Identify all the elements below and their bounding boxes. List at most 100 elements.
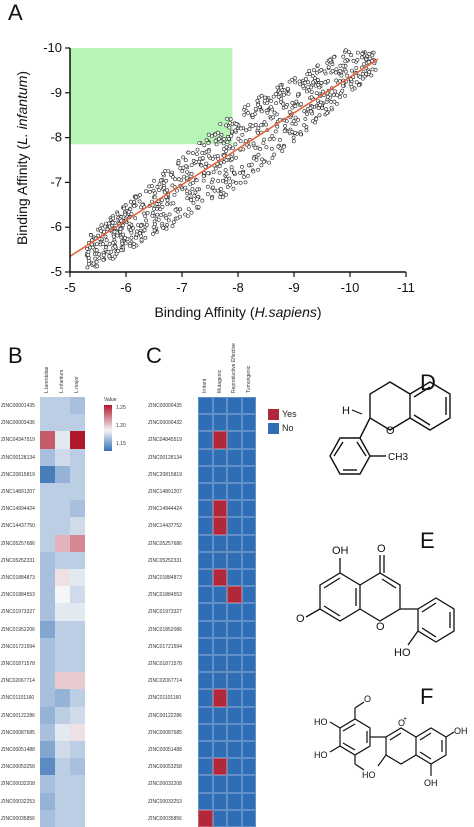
scatter-point [170, 224, 175, 228]
heatmap-c-legend-label: Yes [282, 409, 297, 419]
heatmap-b-cell [70, 655, 85, 673]
scatter-point [150, 213, 155, 218]
scatter-point [105, 227, 110, 232]
scatter-point [221, 141, 226, 146]
heatmap-b-cell [55, 620, 70, 638]
struct-e-o-ring: O [376, 621, 385, 633]
scatter-point [355, 50, 360, 55]
scatter-point [230, 129, 235, 134]
scatter-point [217, 136, 221, 141]
scatter-point [293, 104, 298, 108]
scatter-point [101, 258, 106, 262]
scatter-point [264, 145, 269, 150]
scatter-point [126, 210, 131, 214]
heatmap-c-cell [198, 809, 213, 827]
scatter-point [350, 87, 355, 92]
heatmap-c-cell [198, 741, 213, 759]
heatmap-c-cell [241, 500, 256, 518]
heatmap-c-legend-swatch [268, 409, 279, 420]
scatter-point [224, 177, 229, 182]
heatmap-b-cell [70, 534, 85, 552]
scatter-point [337, 95, 342, 99]
scatter-point [233, 128, 238, 133]
scatter-point [152, 206, 157, 211]
heatmap-b-cell [70, 431, 85, 449]
scatter-point [184, 164, 188, 169]
scatter-point [97, 256, 102, 261]
heatmap-b-cell [70, 414, 85, 432]
scatter-point [334, 78, 339, 83]
scatter-point [144, 218, 149, 223]
scatter-point [370, 53, 375, 58]
scatter-point [194, 152, 199, 157]
scatter-point [112, 254, 117, 259]
scatter-point [329, 100, 334, 104]
heatmap-c-cell [212, 620, 227, 638]
scatter-point [152, 195, 157, 200]
scatter-point [224, 192, 228, 197]
x-tick-label: -11 [397, 280, 415, 295]
struct-f-charge: + [403, 716, 407, 723]
heatmap-c-row-label: ZINC00051488 [148, 747, 182, 753]
heatmap-c-cell [227, 706, 242, 724]
scatter-point [314, 91, 319, 96]
scatter-point [101, 253, 106, 258]
heatmap-c-cell [198, 569, 213, 587]
scatter-point [256, 167, 261, 172]
scatter-point [269, 146, 274, 151]
heatmap-b-cell [70, 551, 85, 569]
heatmap-b-row-label: ZINC14891207 [1, 489, 35, 495]
scatter-point [256, 95, 261, 100]
heatmap-c-cell [212, 809, 227, 827]
heatmap-c-cell [198, 431, 213, 449]
heatmap-c-cell [227, 500, 242, 518]
scatter-point [221, 137, 226, 141]
heatmap-b-cell [55, 723, 70, 741]
scatter-point [134, 195, 138, 200]
heatmap-c-cell [227, 534, 242, 552]
scatter-point [345, 73, 350, 78]
heatmap-c-cell [227, 741, 242, 759]
heatmap-c-cell [198, 551, 213, 569]
heatmap-c-cell [227, 603, 242, 621]
scatter-point [197, 141, 202, 146]
heatmap-b-cell [55, 534, 70, 552]
heatmap-c-row-label: ZINC00122286 [148, 712, 182, 719]
scatter-point [173, 207, 178, 212]
scatter-point [343, 94, 348, 98]
scatter-point [241, 170, 246, 175]
scatter-point [283, 124, 288, 128]
heatmap-c-cell [198, 637, 213, 655]
scatter-point [85, 265, 90, 270]
scatter-point [299, 102, 304, 107]
scatter-point [315, 98, 320, 103]
scatter-point [326, 65, 331, 70]
heatmap-c-row-label: ZINC05257686 [148, 540, 182, 547]
scatter-point [115, 233, 120, 238]
heatmap-b-cell [55, 586, 70, 604]
heatmap-b-cell [40, 431, 55, 449]
scatter-point [104, 238, 109, 243]
heatmap-c-cell [212, 586, 227, 604]
scatter-point [355, 58, 360, 62]
struct-d-o: O [386, 425, 395, 437]
scatter-point [242, 175, 246, 179]
scatter-point [86, 255, 91, 260]
scatter-point [319, 81, 324, 85]
scatter-point [107, 242, 112, 246]
scatter-point [194, 178, 199, 183]
scatter-point [232, 170, 237, 175]
scatter-point [251, 169, 256, 174]
scatter-point [256, 152, 261, 157]
scatter-point [206, 171, 211, 176]
heatmap-b-legend-tick: 1.25 [116, 405, 126, 411]
heatmap-b-cell [70, 792, 85, 810]
scatter-point [305, 112, 310, 117]
scatter-point [152, 178, 156, 183]
scatter-point [213, 166, 218, 171]
heatmap-b-cell [55, 500, 70, 518]
heatmap-c-row-label: ZINC01884553 [148, 592, 182, 599]
heatmap-c-cell [227, 792, 242, 810]
heatmap-b-cell [70, 689, 85, 707]
scatter-point [291, 139, 296, 144]
